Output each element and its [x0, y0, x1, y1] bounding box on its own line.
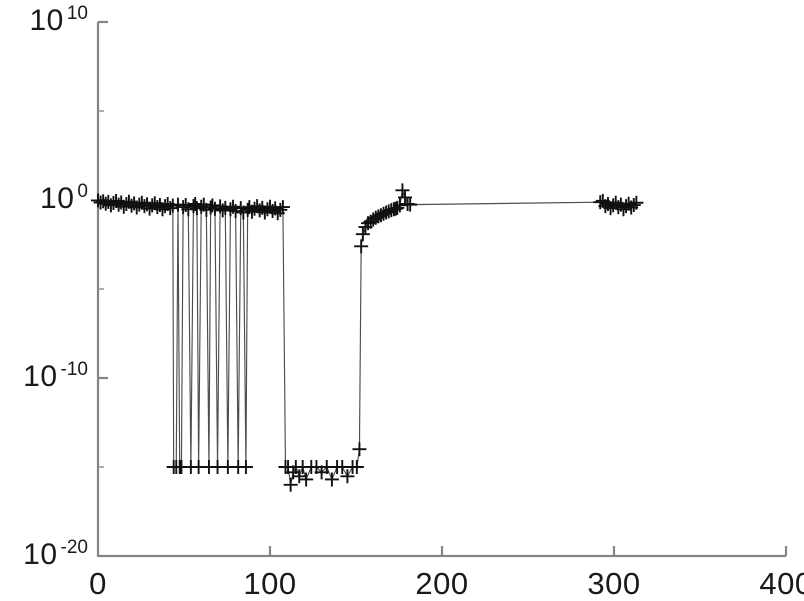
ytick-mantissa: 10 [23, 538, 58, 571]
xtick-label-3: 300 [587, 566, 641, 601]
axis-frame [96, 20, 788, 558]
data-point-marker [215, 203, 230, 218]
data-point-marker [292, 469, 307, 484]
ytick-exponent: -20 [60, 537, 88, 558]
data-point-marker [352, 442, 367, 457]
data-point-marker [273, 202, 288, 217]
xtick-label-0: 0 [89, 566, 107, 601]
xtick-label-1: 100 [243, 566, 297, 601]
ytick-exponent: 0 [77, 181, 88, 202]
ytick-mantissa: 10 [29, 4, 64, 37]
data-point-marker [354, 239, 369, 254]
data-point-marker [283, 477, 298, 492]
data-point-marker [205, 198, 220, 213]
xtick-label-4: 400 [759, 566, 804, 601]
data-point-marker [395, 183, 410, 198]
data-point-marker [324, 472, 339, 487]
ytick-exponent: -10 [60, 359, 88, 380]
data-point-marker [626, 198, 641, 213]
data-point-marker [349, 460, 364, 474]
data-point-marker [238, 460, 253, 474]
data-point-marker [275, 200, 290, 215]
data-point-marker [390, 200, 405, 215]
data-point-marker [398, 190, 413, 205]
axis-box [96, 20, 788, 558]
ytick-exponent: 10 [66, 3, 88, 24]
ytick-label-2: 10 -10 [23, 359, 88, 393]
data-point-marker [340, 469, 355, 484]
axis-ticks [98, 110, 616, 556]
series-markers-residual [91, 183, 644, 492]
ytick-label-0: 10 10 [29, 3, 88, 37]
data-point-marker [163, 201, 178, 216]
data-point-marker [355, 227, 370, 242]
xtick-label-2: 200 [415, 566, 469, 601]
ytick-mantissa: 10 [23, 360, 58, 393]
ytick-label-3: 10 -20 [23, 537, 88, 571]
data-point-marker [299, 472, 314, 487]
ytick-mantissa: 10 [40, 182, 75, 215]
data-series [91, 183, 644, 492]
data-point-marker [403, 197, 418, 212]
ytick-label-1: 10 0 [40, 181, 88, 215]
data-point-marker [629, 195, 644, 210]
